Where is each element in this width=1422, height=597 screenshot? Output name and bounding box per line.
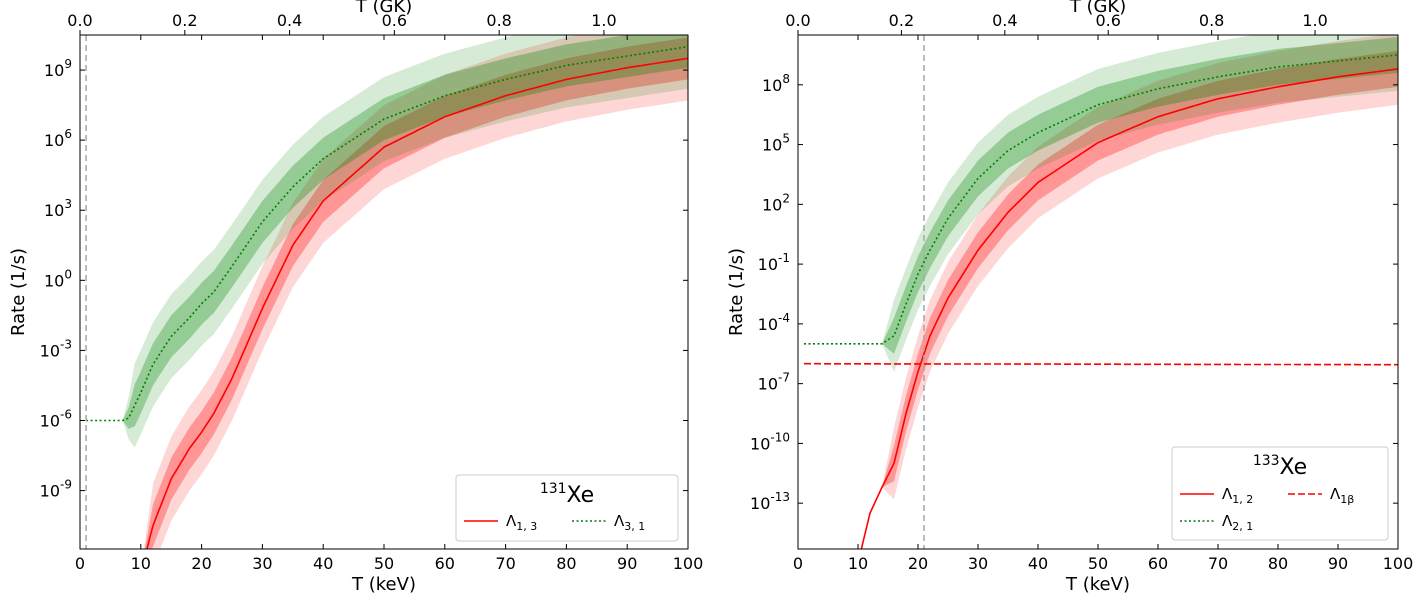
- x-tick-label: 100: [1383, 554, 1414, 573]
- plot-area: [804, 35, 1398, 549]
- y-tick-label: 10-9: [40, 478, 72, 501]
- legend-label-0: Λ1, 2: [1222, 485, 1253, 506]
- x-tick-label: 50: [374, 554, 394, 573]
- y-axis-label: Rate (1/s): [8, 248, 29, 336]
- x-tick-label: 50: [1088, 554, 1108, 573]
- x-axis-label: T (keV): [351, 574, 416, 595]
- series-0-line: [860, 68, 1398, 549]
- legend-label-1: Λ3, 1: [614, 512, 645, 533]
- series-2-line: [804, 362, 1398, 366]
- panel-xe133: 0 10 20 30 40 50 60 70 80 90 100 0.0 0.2 0.4 0.6 0.8 1.0…: [726, 0, 1413, 595]
- series-0-inner-band: [144, 37, 688, 549]
- x-tick-label: 90: [1328, 554, 1348, 573]
- y-tick-label: 10-3: [40, 337, 72, 360]
- y-tick-label: 102: [762, 191, 790, 214]
- x-tick-label: 60: [435, 554, 455, 573]
- series-1-inner-band: [882, 37, 1398, 354]
- x-tick-label: 90: [617, 554, 637, 573]
- series-0-outer-band: [882, 35, 1398, 500]
- plot-area: [85, 35, 688, 549]
- x-tick-label: 30: [968, 554, 988, 573]
- series-0-line: [146, 57, 688, 549]
- x-tick-label: 10: [848, 554, 868, 573]
- top-tick-label: 0.8: [1199, 11, 1224, 30]
- series-1-inner-band: [122, 35, 688, 429]
- y-tick-label: 109: [44, 57, 72, 80]
- x-tick-label: 20: [191, 554, 211, 573]
- y-tick-label: 10-13: [750, 490, 790, 513]
- y-tick-label: 10-1: [758, 251, 790, 274]
- x-tick-label: 100: [673, 554, 704, 573]
- x-tick-label: 60: [1148, 554, 1168, 573]
- legend-box: [1171, 446, 1389, 541]
- x-axis-label: T (keV): [1065, 574, 1130, 595]
- x-tick-label: 10: [131, 554, 151, 573]
- top-tick-label: 1.0: [591, 11, 616, 30]
- top-tick-label: 0.0: [785, 11, 810, 30]
- top-axis-label: T (GK): [355, 0, 413, 17]
- x-tick-label: 0: [75, 554, 85, 573]
- y-tick-label: 10-4: [758, 311, 790, 334]
- top-tick-label: 0.8: [486, 11, 511, 30]
- x-tick-label: 40: [313, 554, 333, 573]
- top-tick-label: 0.6: [382, 11, 407, 30]
- x-tick-label: 30: [252, 554, 272, 573]
- legend-title: 133Xe: [1253, 453, 1307, 480]
- panel-xe131: 0 10 20 30 40 50 60 70 80 90 100 0.0 0.2 0.4 0.6 0.8 1.0…: [8, 0, 703, 595]
- top-tick-label: 0.4: [277, 11, 302, 30]
- y-tick-label: 106: [44, 127, 72, 150]
- x-tick-label: 80: [556, 554, 576, 573]
- x-tick-label: 70: [1208, 554, 1228, 573]
- legend-label-2: Λ1β: [1330, 485, 1354, 506]
- top-tick-label: 0.6: [1095, 11, 1120, 30]
- y-tick-label: 103: [44, 197, 72, 220]
- series-1-line: [804, 54, 1398, 345]
- top-tick-label: 0.0: [67, 11, 92, 30]
- series-0-outer-band: [143, 35, 688, 549]
- x-tick-label: 20: [908, 554, 928, 573]
- x-tick-label: 80: [1268, 554, 1288, 573]
- legend-title: 131Xe: [540, 481, 594, 508]
- top-axis-label: T (GK): [1069, 0, 1127, 17]
- top-tick-label: 0.4: [992, 11, 1017, 30]
- legend-label-0: Λ1, 3: [506, 512, 537, 533]
- top-tick-label: 0.2: [172, 11, 197, 30]
- x-tick-label: 70: [495, 554, 515, 573]
- y-tick-label: 100: [44, 267, 72, 290]
- y-tick-label: 10-10: [750, 430, 790, 453]
- top-tick-label: 0.2: [889, 11, 914, 30]
- legend-label-1: Λ2, 1: [1222, 512, 1253, 533]
- series-1-line: [86, 45, 688, 422]
- y-axis-label: Rate (1/s): [726, 248, 747, 336]
- y-tick-label: 105: [762, 132, 790, 155]
- series-1-outer-band: [882, 35, 1398, 372]
- series-1-outer-band: [122, 35, 688, 448]
- y-tick-label: 10-7: [758, 371, 790, 394]
- x-tick-label: 0: [793, 554, 803, 573]
- x-tick-label: 40: [1028, 554, 1048, 573]
- y-tick-label: 10-6: [40, 408, 72, 431]
- legend-box: [455, 474, 679, 542]
- series-0-inner-band: [882, 50, 1398, 488]
- top-tick-label: 1.0: [1302, 11, 1327, 30]
- y-tick-label: 108: [762, 72, 790, 95]
